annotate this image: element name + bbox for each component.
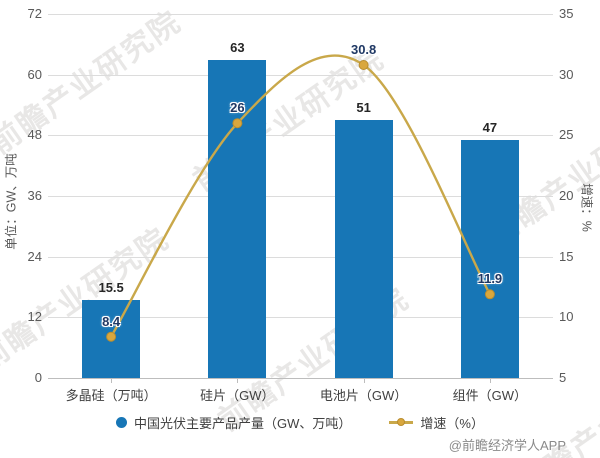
legend-item-production: 中国光伏主要产品产量（GW、万吨） <box>116 413 351 432</box>
line-value-label: 8.4 <box>102 313 121 329</box>
right-axis-tick-label: 5 <box>559 370 567 385</box>
left-axis-tick-label: 36 <box>27 188 42 203</box>
left-axis-tick-label: 72 <box>27 6 42 21</box>
category-tick <box>363 378 365 383</box>
right-axis-tick-label: 30 <box>559 66 574 82</box>
source-attribution: @前瞻经济学人APP <box>448 438 566 453</box>
right-axis-tick-label: 10 <box>559 309 574 325</box>
left-axis-tick-label: 0 <box>34 370 42 385</box>
left-axis-tick-label: 48 <box>27 127 42 143</box>
line-value-label: 30.8 <box>350 41 377 57</box>
gridline <box>48 378 553 379</box>
category-tick <box>489 378 491 383</box>
right-axis-tick-label: 35 <box>559 6 574 21</box>
legend-item-growth: 增速（%） <box>389 413 484 432</box>
bar <box>334 120 393 378</box>
right-axis-tick-label: 20 <box>559 188 574 203</box>
category-tick <box>237 378 239 383</box>
bar-value-label: 51 <box>356 100 371 116</box>
category-tick <box>111 378 113 383</box>
left-axis-tick-label: 24 <box>27 248 42 264</box>
line-series-marker-icon <box>389 417 414 428</box>
bar <box>460 140 519 378</box>
right-axis-tick-label: 15 <box>559 248 574 264</box>
gridline <box>48 74 553 76</box>
line-value-label: 11.9 <box>477 271 503 287</box>
bar-value-label: 63 <box>230 39 245 55</box>
line-point-marker <box>358 60 369 70</box>
line-value-label: 26 <box>230 100 245 116</box>
gridline <box>48 14 553 15</box>
category-label: 组件（GW） <box>452 388 528 403</box>
left-axis-tick-label: 12 <box>27 309 42 325</box>
gridline <box>48 135 553 137</box>
legend-label-production: 中国光伏主要产品产量（GW、万吨） <box>134 415 352 431</box>
bar-value-label: 47 <box>482 120 498 136</box>
bar <box>82 299 141 378</box>
category-label: 多晶硅（万吨） <box>65 388 157 403</box>
category-label: 电池片（GW） <box>319 388 408 403</box>
legend-label-growth: 增速（%） <box>420 415 484 431</box>
bar-series-marker-icon <box>116 416 128 428</box>
right-axis-tick-label: 25 <box>559 127 574 143</box>
legend: 中国光伏主要产品产量（GW、万吨） 增速（%） <box>0 411 600 433</box>
category-label: 硅片（GW） <box>200 388 275 403</box>
bar-value-label: 15.5 <box>98 279 124 295</box>
left-axis-tick-label: 60 <box>27 66 42 82</box>
